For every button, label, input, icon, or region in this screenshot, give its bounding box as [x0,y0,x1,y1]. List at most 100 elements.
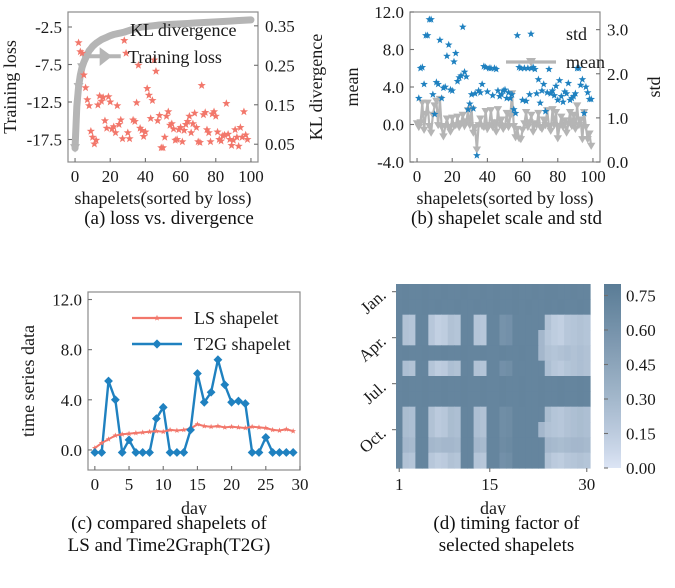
panel-d-cell [583,437,591,454]
panel-d-cell [583,422,591,438]
panel-b-mean-marker [444,123,453,132]
panel-b-star-point [444,40,453,49]
panel-d-cell [480,391,488,408]
panel-b-star-point [451,49,460,57]
panel-d-cell [493,437,501,454]
panel-d-cell [583,391,591,408]
panel-d-cells [396,284,591,469]
panel-d-cell [512,299,520,316]
panel-d-cell [460,391,468,408]
panel-d-cell [421,376,429,392]
panel-b-star-point [531,65,539,73]
panel-c-t2g-marker [268,448,278,457]
panel-c-ls-marker [105,436,112,442]
panel-d-cell [544,330,552,346]
panel-d-cell [396,299,404,316]
panel-d-cell [447,314,455,331]
panel-d-ytick: Apr. [355,332,390,366]
panel-d-cell [415,376,423,392]
panel-c-caption-line2: LS and Time2Graph(T2G) [67,535,271,556]
panel-c-legend-t2g-label: T2G shapelet [194,334,290,354]
panel-a-star-point [83,95,92,104]
panel-a-star-point [144,90,154,99]
panel-c-legend: LS shapelet T2G shapelet [132,308,290,354]
panel-b-star-point [536,98,544,107]
panel-d-cell [441,391,449,408]
panel-b-star-point [430,110,439,118]
panel-d-cell [460,406,468,423]
panel-d-cell [473,330,481,346]
panel-b-star-point [458,23,467,31]
panel-c-t2g-marker [172,448,182,457]
panel-b-plot-area: 0 20 40 60 80 100 12.0 8.0 4.0 0.0 -4.0 3.0 2.0 1.0 0.… [342,3,664,209]
panel-a-star-point [100,116,110,125]
panel-d-cell [505,284,513,300]
panel-d-cell [499,406,507,423]
panel-b-star-point [545,65,553,73]
panel-d-cell [499,299,507,316]
panel-a-star-point [76,47,85,56]
panel-a-star-point [116,115,125,124]
panel-d-cell [408,437,416,454]
panel-d-cell [486,391,494,408]
panel-c-ytick: 8.0 [61,341,82,360]
panel-d-cell [557,330,565,346]
panel-d-cell [447,376,455,392]
panel-b-mean-marker [537,125,547,133]
panel-d-cell [467,360,475,377]
panel-d-cell [434,406,442,423]
panel-a-annotation-kl: KL divergence [130,20,236,40]
panel-a-xlabel: shapelets(sorted by loss) [75,188,252,209]
panel-b-star-point [434,80,442,88]
panel-d-cell [570,360,578,377]
panel-d-cell [493,345,501,362]
panel-d-cell [564,391,572,408]
panel-d-cell [577,406,585,423]
panel-a-star-point [81,83,90,92]
panel-d-cell [518,299,526,316]
panel-d-cell [583,330,591,346]
panel-d-cell [518,376,526,392]
panel-d-cell [551,284,559,300]
panel-d-colorbar-tick: 0.30 [626,390,656,409]
panel-d-cell [551,422,559,438]
panel-d-cell [408,345,416,362]
panel-d-cell [577,391,585,408]
panel-d-cell [538,330,546,346]
panel-d-cell [577,345,585,362]
panel-d-cell [421,422,429,438]
panel-d-cell [525,406,533,423]
panel-b-star-point [529,63,537,71]
panel-d-cell [473,376,481,392]
panel-b-star-point [502,94,511,102]
panel-a-star-point [187,128,196,137]
panel-a-star-point [176,123,185,131]
panel-b-mean-marker [493,106,503,114]
panel-d-cell [467,314,475,331]
panel-d-cell [493,299,501,316]
panel-c-t2g-marker [193,369,202,378]
panel-d-cell [512,422,520,438]
panel-b-mean-marker [553,135,562,143]
panel-c-xtick: 15 [189,475,206,494]
panel-c-ytick: 12.0 [52,291,82,310]
panel-d-cell [480,360,488,377]
panel-a-star-point [239,107,249,116]
panel-d-cell [544,360,552,377]
panel-d-cell [505,314,513,331]
panel-d-cell [525,376,533,392]
panel-b-legend: std mean [506,24,605,72]
panel-a-star-point [90,139,99,148]
panel-c-xtick: 30 [292,475,309,494]
panel-b-mean-marker [481,108,490,116]
panel-b-std-points [414,15,596,159]
panel-a-star-point [146,114,155,122]
panel-a-star-point [104,92,113,101]
panel-c-ls-marker [146,428,153,435]
panel-b-mean-marker [504,123,513,132]
panel-d-cell [467,391,475,408]
panel-a-y2tick: 0.15 [265,96,295,115]
panel-a-y2tick: 0.25 [265,56,295,75]
panel-a-star-point [216,136,226,145]
panel-a-star-point [241,130,250,139]
